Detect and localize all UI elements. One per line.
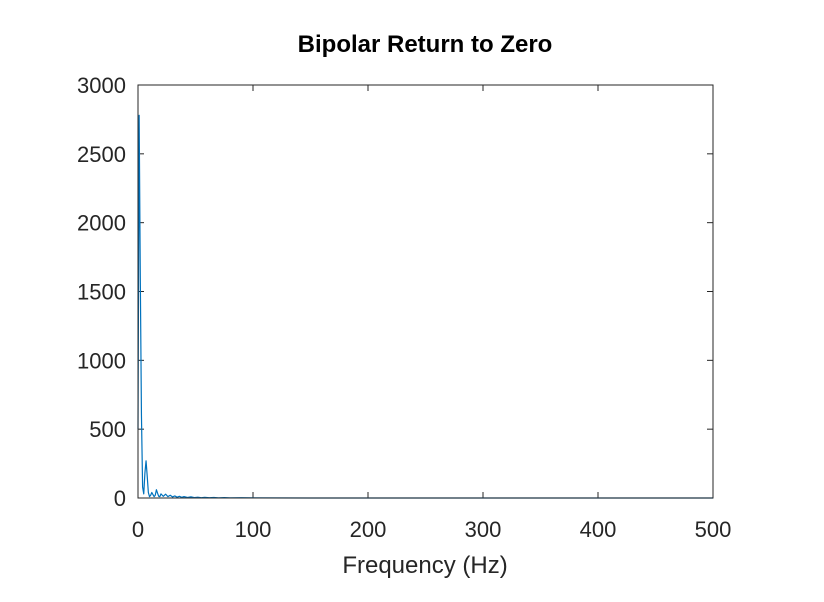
y-tick-label: 0 bbox=[114, 486, 126, 511]
y-tick-label: 1500 bbox=[77, 280, 126, 305]
x-tick-label: 400 bbox=[580, 517, 617, 542]
y-tick-label: 2500 bbox=[77, 142, 126, 167]
y-tick-label: 1000 bbox=[77, 348, 126, 373]
x-axis-ticks: 0 100 200 300 400 500 bbox=[132, 85, 731, 542]
chart-title: Bipolar Return to Zero bbox=[298, 31, 553, 58]
plot-area bbox=[138, 85, 713, 498]
x-tick-label: 500 bbox=[695, 517, 732, 542]
y-tick-label: 2000 bbox=[77, 211, 126, 236]
x-tick-label: 100 bbox=[235, 517, 272, 542]
y-tick-label: 3000 bbox=[77, 73, 126, 98]
x-axis-label: Frequency (Hz) bbox=[342, 552, 507, 579]
x-tick-label: 200 bbox=[350, 517, 387, 542]
x-tick-label: 0 bbox=[132, 517, 144, 542]
y-tick-label: 500 bbox=[89, 417, 126, 442]
y-axis-ticks: 0 500 1000 1500 2000 2500 3000 bbox=[77, 73, 713, 511]
plot-box bbox=[137, 84, 714, 499]
x-tick-label: 300 bbox=[465, 517, 502, 542]
